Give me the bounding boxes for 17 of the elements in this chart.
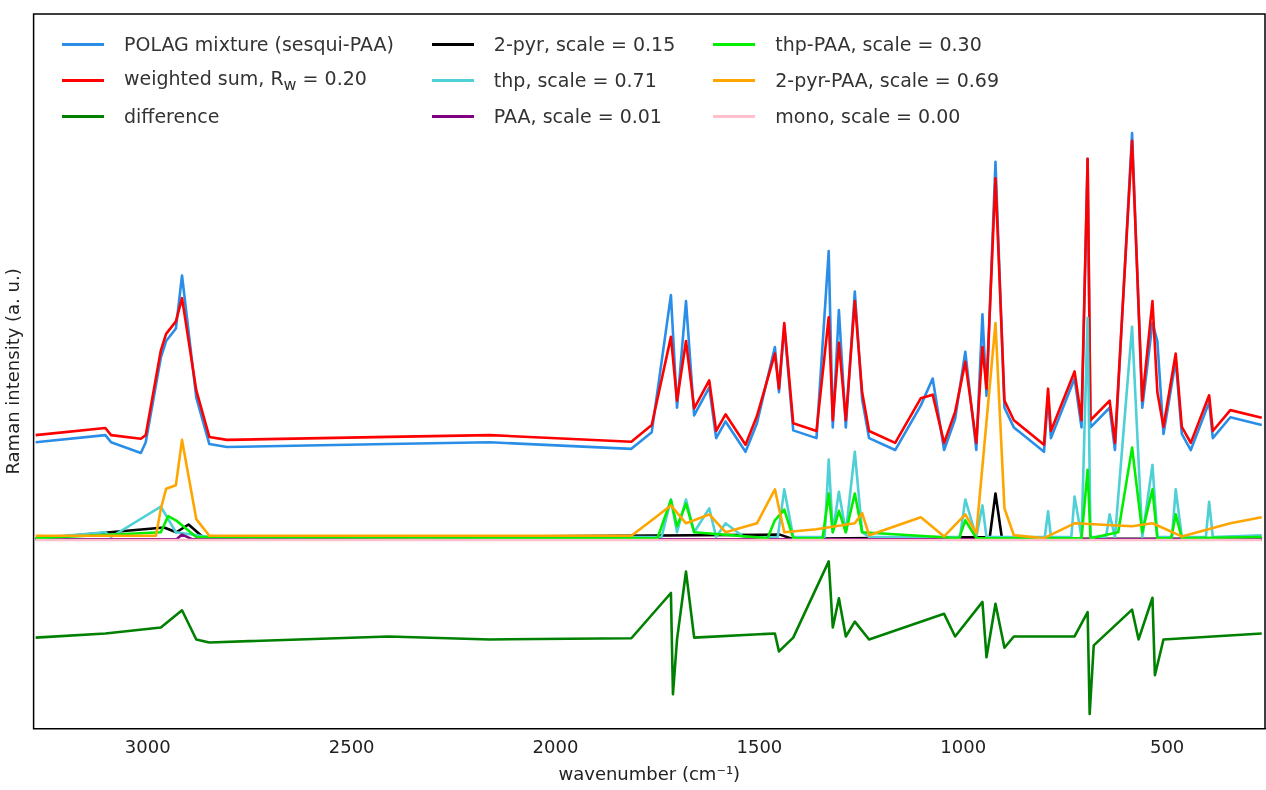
x-tick-label: 1500 <box>736 736 783 758</box>
legend-label: thp, scale = 0.71 <box>493 69 657 91</box>
x-axis-title: wavenumber (cm⁻¹) <box>558 762 741 784</box>
legend-label: POLAG mixture (sesqui-PAA) <box>124 33 394 55</box>
y-axis-title: Raman intensity (a. u.) <box>2 268 24 475</box>
x-tick-label: 1000 <box>940 736 987 758</box>
x-tick-label: 500 <box>1149 736 1185 758</box>
x-tick-label: 2000 <box>532 736 579 758</box>
legend-label: 2-pyr, scale = 0.15 <box>493 33 676 55</box>
legend-label: 2-pyr-PAA, scale = 0.69 <box>775 69 1000 91</box>
legend-label: weighted sum, R$_{w}$ = 0.20 <box>124 66 367 94</box>
legend-label: mono, scale = 0.00 <box>775 105 961 127</box>
x-tick-label: 2500 <box>328 736 375 758</box>
x-tick-label: 3000 <box>124 736 171 758</box>
legend-label: difference <box>124 105 220 127</box>
legend-label: PAA, scale = 0.01 <box>493 105 662 127</box>
legend-label: thp-PAA, scale = 0.30 <box>775 33 982 55</box>
